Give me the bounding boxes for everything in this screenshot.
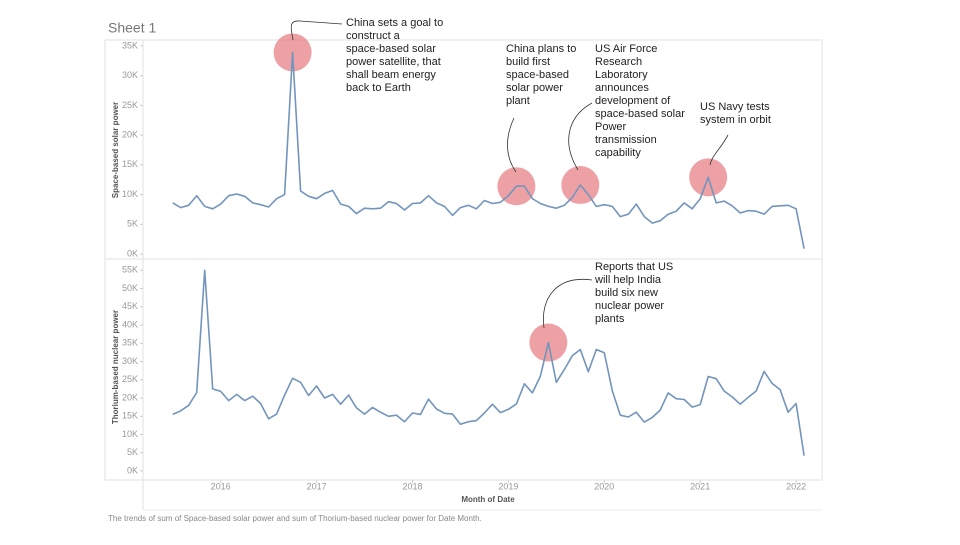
caption: The trends of sum of Space-based solar p…: [108, 514, 482, 523]
x-axis-title: Month of Date: [461, 495, 515, 504]
annotation-text: Reports that US: [595, 261, 673, 273]
annotation-text: nuclear power: [595, 300, 664, 312]
y-tick-label: 35K: [122, 40, 138, 50]
y-tick-label: 30K: [122, 356, 138, 366]
annotation-text: space-based: [506, 69, 569, 81]
y-tick-label: 40K: [122, 319, 138, 329]
x-tick-label: 2016: [211, 481, 231, 491]
annotation-text: will help India: [594, 274, 662, 286]
x-tick-label: 2017: [307, 481, 327, 491]
outer-border: [104, 39, 823, 481]
annotation-text: capability: [595, 147, 641, 159]
y-tick-label: 0K: [127, 248, 138, 258]
data-line: [172, 269, 805, 456]
y-tick-label: 10K: [122, 429, 138, 439]
sheet-title: Sheet 1: [108, 20, 156, 36]
annotation-text: China sets a goal to: [346, 17, 443, 29]
data-line: [172, 51, 805, 249]
x-tick-label: 2018: [402, 481, 422, 491]
y-tick-label: 45K: [122, 301, 138, 311]
annotation-leader: [709, 134, 729, 166]
annotation-text: construct a: [346, 30, 401, 42]
y-tick-label: 0K: [127, 465, 138, 475]
y-axis-title: Thorium-based nuclear power: [111, 310, 120, 424]
annotation-text: Laboratory: [595, 69, 648, 81]
annotation-leader: [542, 278, 593, 329]
annotation-text: US Navy tests: [700, 101, 770, 113]
annotation-text: build first: [506, 56, 550, 68]
annotation-text: China plans to: [506, 43, 576, 55]
annotation-text: space-based solar: [346, 43, 436, 55]
x-tick-label: 2022: [786, 481, 806, 491]
y-tick-label: 35K: [122, 338, 138, 348]
y-tick-label: 55K: [122, 265, 138, 275]
annotation-text: announces: [595, 82, 649, 94]
y-tick-label: 10K: [122, 189, 138, 199]
y-tick-label: 20K: [122, 392, 138, 402]
annotation-text: Research: [595, 56, 642, 68]
annotation-text: transmission: [595, 134, 657, 146]
annotation-text: development of: [595, 95, 671, 107]
y-tick-label: 25K: [122, 374, 138, 384]
y-tick-label: 25K: [122, 100, 138, 110]
y-tick-label: 30K: [122, 70, 138, 80]
y-tick-label: 5K: [127, 447, 138, 457]
annotation-text: build six new: [595, 287, 658, 299]
y-tick-label: 50K: [122, 283, 138, 293]
frame: [104, 39, 823, 511]
annotation-text: system in orbit: [700, 114, 771, 126]
annotation-text: power satellite, that: [346, 56, 441, 68]
annotation-text: plants: [595, 313, 625, 325]
annotation-text: plant: [506, 95, 530, 107]
annotation-text: solar power: [506, 82, 563, 94]
y-axis-title: Space-based solar power: [111, 102, 120, 198]
annotation-text: space-based solar: [595, 108, 685, 120]
annotation-text: shall beam energy: [346, 69, 436, 81]
y-tick-label: 20K: [122, 129, 138, 139]
y-tick-label: 5K: [127, 219, 138, 229]
x-tick-label: 2019: [498, 481, 518, 491]
annotation-text: US Air Force: [595, 43, 657, 55]
annotation-leader: [568, 102, 593, 171]
y-tick-label: 15K: [122, 411, 138, 421]
annotation-text: back to Earth: [346, 82, 411, 94]
annotation-text: Power: [595, 121, 627, 133]
x-tick-label: 2021: [690, 481, 710, 491]
x-tick-label: 2020: [594, 481, 614, 491]
annotation-leader: [507, 117, 517, 173]
annotation-leader: [290, 20, 343, 41]
y-tick-label: 15K: [122, 159, 138, 169]
